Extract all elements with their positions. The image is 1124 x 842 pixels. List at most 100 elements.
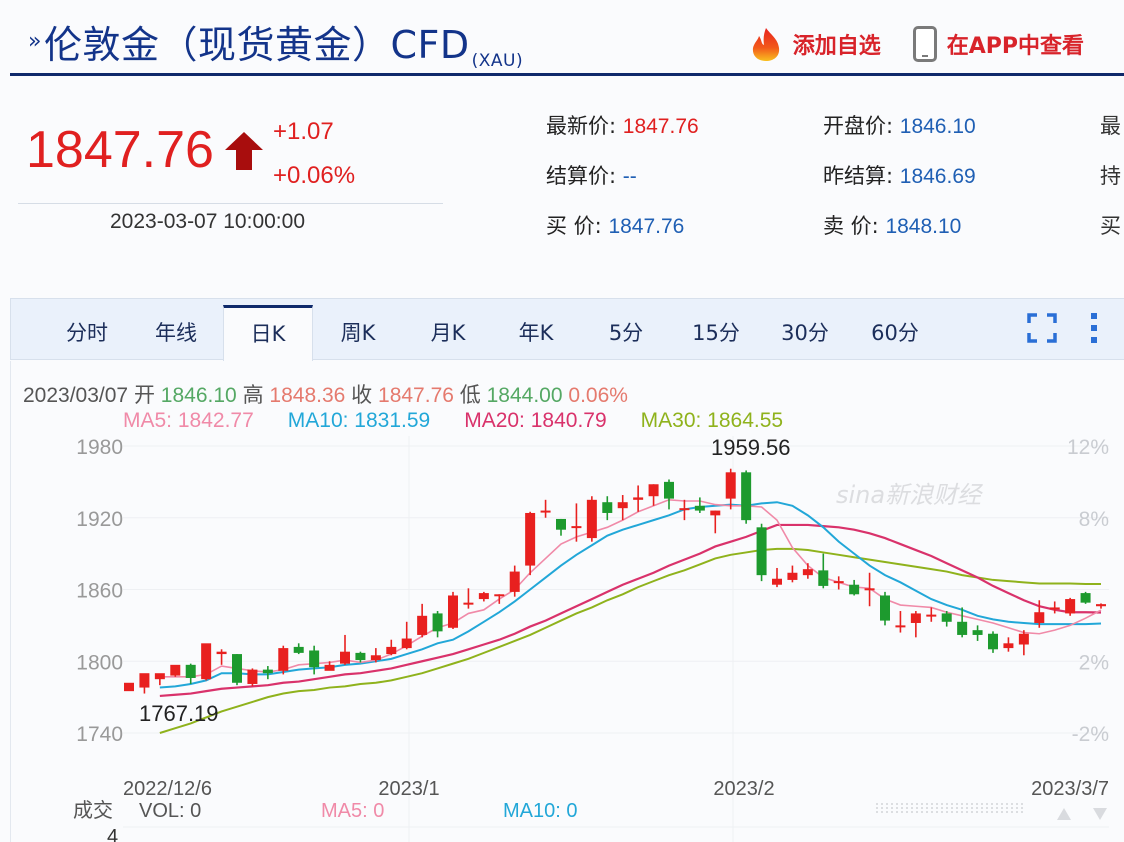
open-in-app-button[interactable]: 在APP中查看 (912, 26, 1084, 62)
tab-daily-k[interactable]: 日K (223, 305, 313, 361)
candle-body (941, 613, 952, 622)
page-header: »伦敦金（现货黄金）CFD (XAU) 添加自选 在APP中查看 (10, 0, 1124, 76)
candle-body (232, 654, 242, 683)
y-axis-label: 1920 (76, 508, 123, 531)
tab-15min[interactable]: 15分 (692, 321, 740, 345)
tab-30min[interactable]: 30分 (781, 321, 829, 345)
candle-body (1080, 593, 1091, 603)
ohlc-low: 1844.00 (486, 384, 563, 407)
quote-panel: 1847.76 +1.07 +0.06% (18, 108, 443, 204)
y-axis-pct-label: 12% (1067, 436, 1109, 459)
candle-body (463, 602, 474, 605)
stats-col-2: 开盘价: 1846.10 昨结算: 1846.69 卖 价: 1848.10 (823, 110, 976, 260)
volume-axis-label: 4 (107, 826, 118, 842)
candle-body (694, 505, 705, 511)
candle-body (124, 682, 134, 692)
y-axis-pct-label: 2% (1079, 651, 1109, 674)
tab-year-line[interactable]: 年线 (155, 321, 197, 345)
ohlc-close: 1847.76 (378, 384, 454, 407)
candle-body (1096, 604, 1106, 607)
candle-body (910, 613, 921, 623)
chevron-icon: » (28, 29, 42, 54)
phone-icon (912, 26, 937, 62)
legend-ma30: MA30: 1864.55 (640, 409, 784, 432)
candle-body (509, 571, 520, 592)
candle-body (895, 625, 906, 628)
candle-body (293, 646, 304, 653)
zoom-in-arrow-icon (1057, 808, 1071, 820)
price-change: +1.07 (273, 118, 334, 145)
fullscreen-icon[interactable] (1027, 313, 1057, 343)
candle-body (864, 588, 875, 591)
stat-settlement-price: 结算价: -- (546, 164, 637, 188)
tab-60min[interactable]: 60分 (871, 321, 919, 345)
candle-body (1003, 643, 1014, 649)
flame-icon (752, 28, 779, 61)
candle-body (247, 669, 258, 684)
candle-body (756, 527, 767, 576)
candle-body (556, 518, 566, 530)
candle-body (401, 638, 412, 649)
instrument-symbol: (XAU) (471, 51, 524, 71)
tab-weekly-k[interactable]: 周K (340, 321, 376, 345)
candle-body (448, 595, 458, 628)
more-vertical-icon[interactable] (1089, 311, 1099, 345)
candle-body (1018, 633, 1029, 645)
add-watchlist-button[interactable]: 添加自选 (749, 26, 881, 62)
candle-body (741, 472, 752, 521)
y-axis-label: 1800 (76, 651, 123, 674)
candle-body (417, 615, 428, 635)
candle-body (1049, 607, 1060, 610)
price-change-pct: +0.06% (273, 162, 356, 189)
ma-legend: MA5: 1842.77 MA10: 1831.59 MA20: 1840.79 MA… (123, 409, 817, 433)
tab-yearly-k[interactable]: 年K (518, 321, 554, 345)
candle-body (309, 650, 320, 668)
candle-body (216, 651, 227, 655)
candlestick-chart[interactable]: 1980 12% 1920 8% 1860 1800 2% 1740 -2% sina新浪财经 19… (11, 361, 1124, 842)
stat-latest-price: 最新价: 1847.76 (546, 114, 699, 138)
max-annotation: 1959.56 (711, 435, 791, 460)
tab-monthly-k[interactable]: 月K (430, 321, 466, 345)
candle-body (725, 472, 736, 499)
candle-body (494, 594, 505, 597)
y-axis-label: 1740 (76, 723, 123, 746)
candle-body (849, 584, 860, 595)
candle-body (185, 664, 196, 678)
tab-5min[interactable]: 5分 (608, 321, 644, 345)
tab-intraday[interactable]: 分时 (66, 321, 108, 345)
candle-body (386, 646, 397, 655)
candle-body (957, 621, 968, 635)
zoom-out-arrow-icon (1093, 808, 1107, 820)
last-price: 1847.76 (26, 121, 214, 179)
ohlc-high: 1848.36 (269, 384, 346, 407)
stat-prev-settlement: 昨结算: 1846.69 (823, 164, 976, 188)
candle-body (818, 570, 829, 586)
x-axis-label: 2023/3/7 (1031, 778, 1109, 800)
candle-body (617, 502, 628, 509)
ohlc-info-bar: 2023/03/07 开 1846.10 高 1848.36 收 1847.76… (23, 384, 628, 407)
candle-body (679, 508, 690, 511)
y-axis-label: 1980 (76, 436, 123, 459)
open-in-app-label: 在APP中查看 (946, 34, 1084, 59)
min-annotation: 1767.19 (139, 701, 219, 726)
candle-body (154, 673, 165, 680)
candle-body (571, 526, 582, 529)
candle-body (324, 664, 335, 671)
candle-body (926, 614, 937, 617)
candle-body (710, 510, 721, 516)
period-tabs: 分时 年线 日K 周K 月K 年K 5分 15分 30分 60分 (10, 298, 1124, 361)
candle-body (787, 572, 798, 580)
candle-body (340, 651, 350, 664)
candle-body (432, 613, 443, 632)
candle-body (201, 643, 212, 680)
legend-ma20: MA20: 1840.79 (464, 409, 607, 432)
candle-body (540, 510, 551, 513)
candle-body (262, 669, 273, 674)
volume-ma5: MA5: 0 (321, 800, 384, 822)
candle-body (972, 630, 983, 635)
candle-body (602, 502, 613, 513)
instrument-name: 伦敦金（现货黄金）CFD (43, 23, 470, 67)
candle-body (1034, 612, 1045, 623)
candle-body (1065, 599, 1076, 614)
candle-body (586, 499, 597, 539)
